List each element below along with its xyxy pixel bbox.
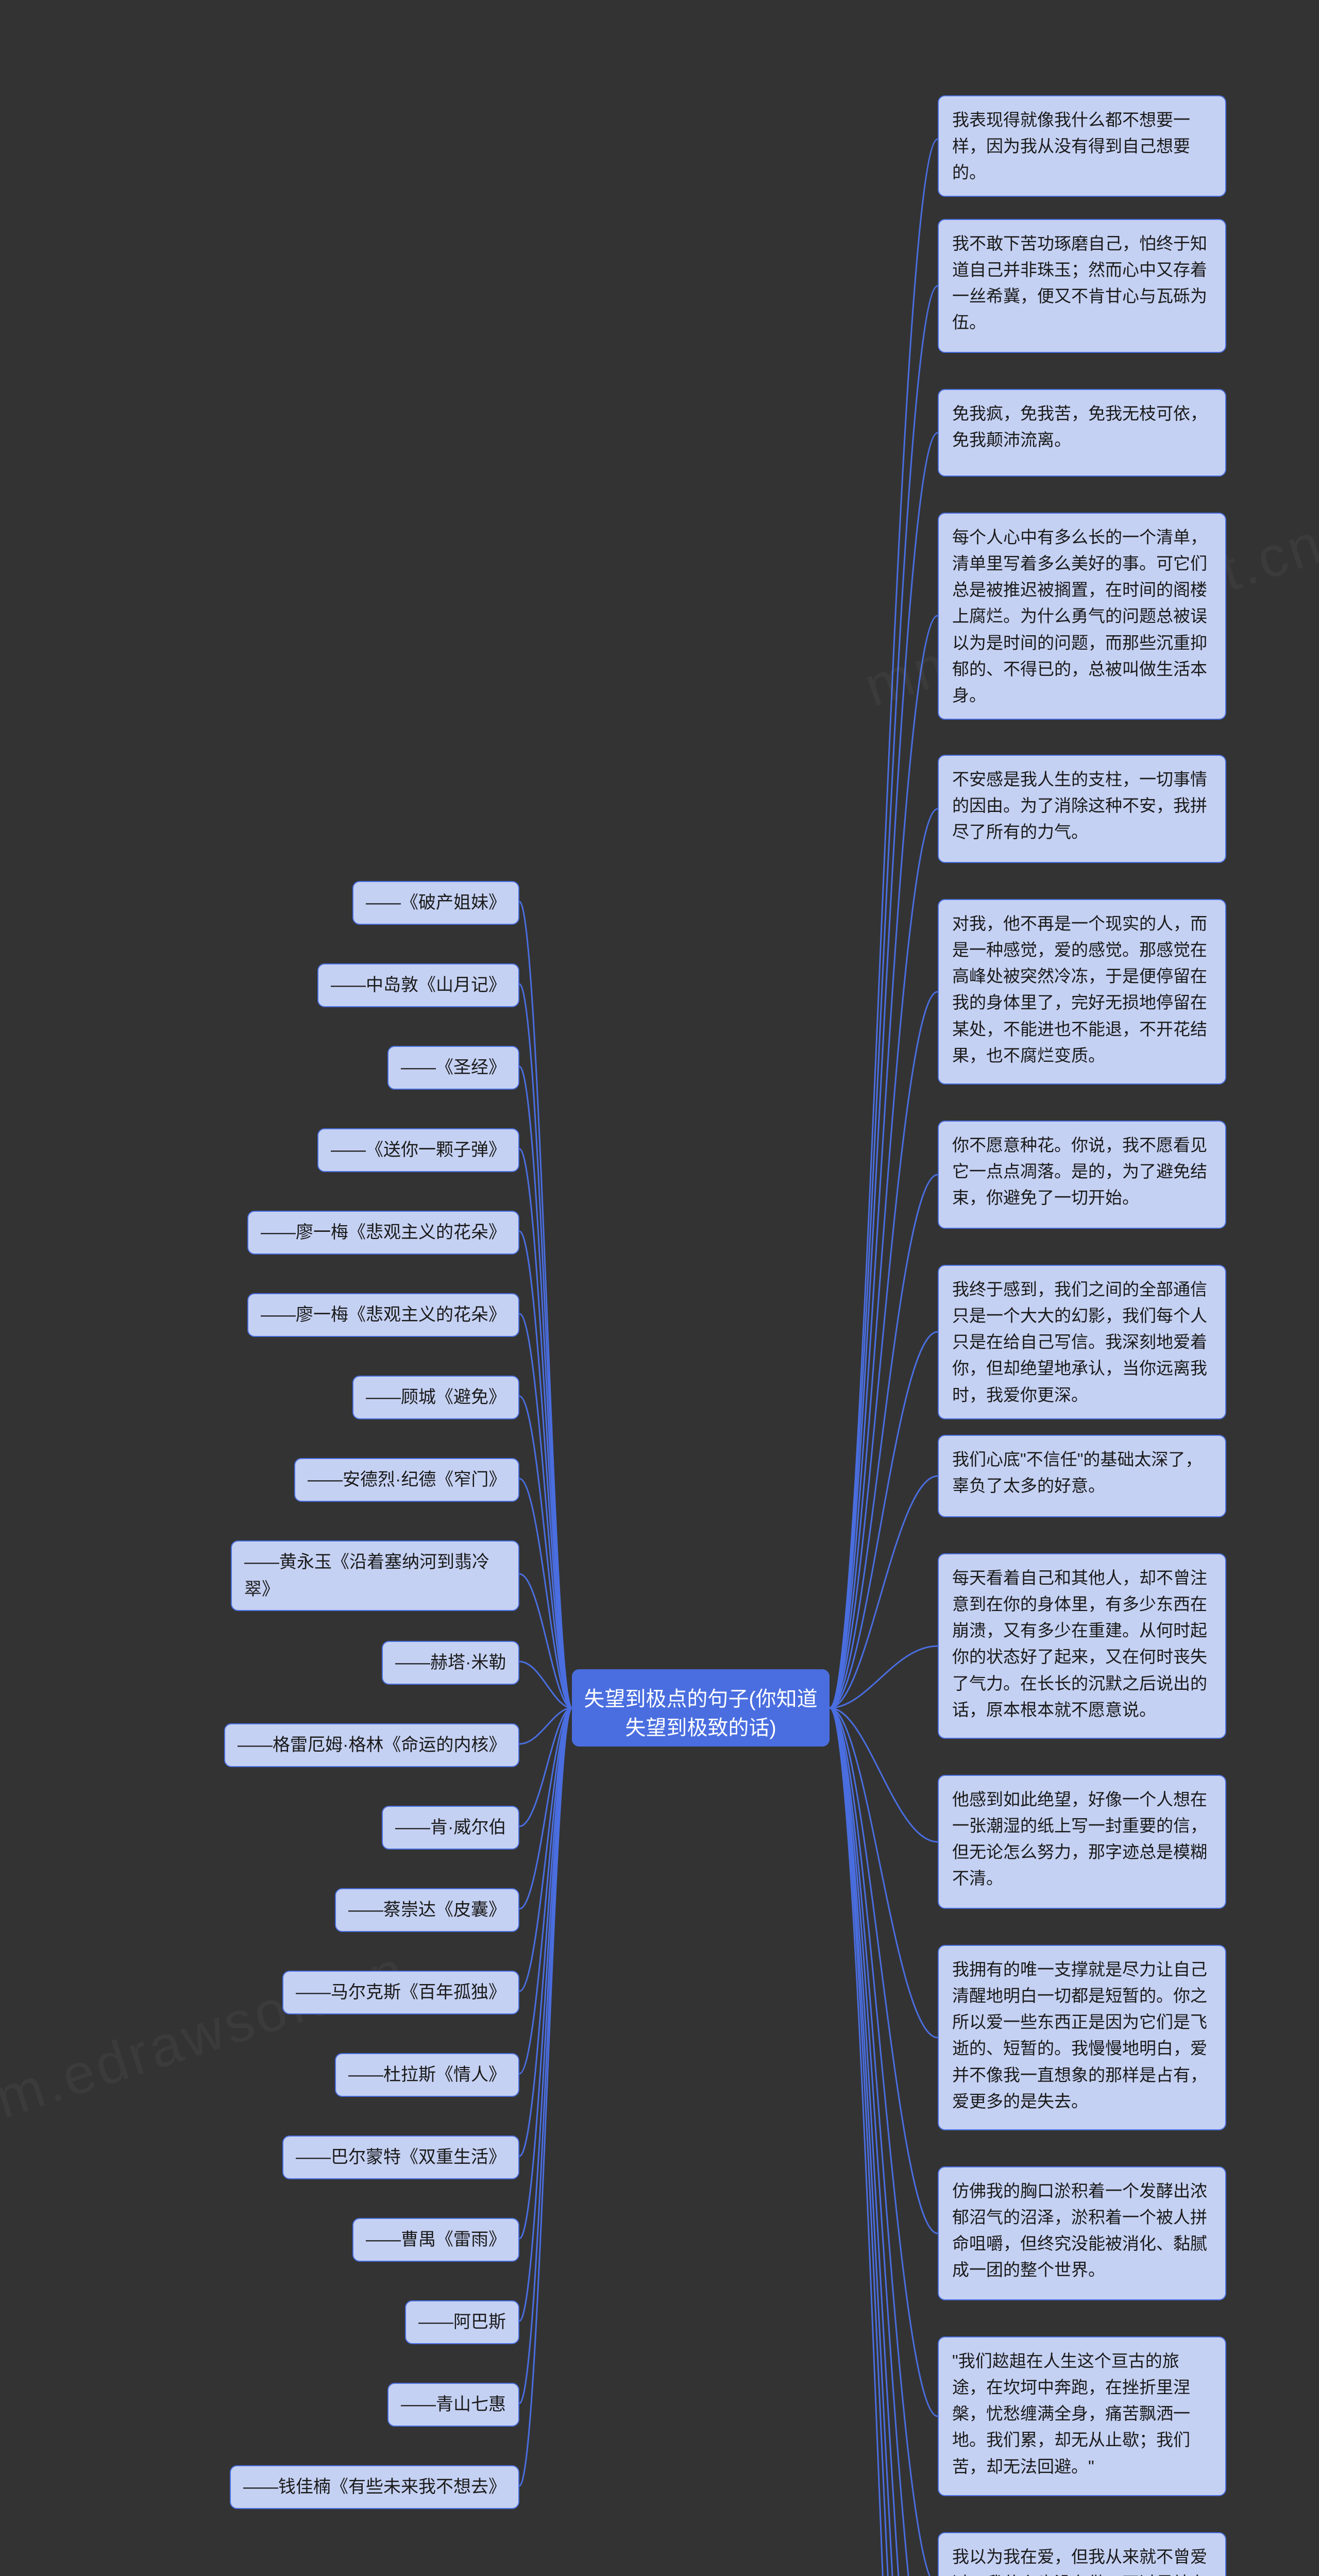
edge — [519, 1708, 572, 1744]
right-node[interactable]: 仿佛我的胸口淤积着一个发酵出浓郁沼气的沼泽，淤积着一个被人拼命咀嚼，但终究没能被… — [938, 2166, 1226, 2300]
right-node[interactable]: 每天看着自己和其他人，却不曾注意到在你的身体里，有多少东西在崩溃，又有多少在重建… — [938, 1553, 1226, 1739]
edge — [830, 1708, 938, 2576]
edge — [519, 1231, 572, 1708]
right-node[interactable]: 我终于感到，我们之间的全部通信只是一个大大的幻影，我们每个人只是在给自己写信。我… — [938, 1265, 1226, 1419]
left-node[interactable]: ——《破产姐妹》 — [352, 881, 519, 925]
right-node[interactable]: 他感到如此绝望，好像一个人想在一张潮湿的纸上写一封重要的信，但无论怎么努力，那字… — [938, 1775, 1226, 1909]
left-node[interactable]: ——中岛敦《山月记》 — [317, 963, 519, 1007]
left-node[interactable]: ——赫塔·米勒 — [382, 1641, 519, 1685]
right-node[interactable]: "我们趑趄在人生这个亘古的旅途，在坎坷中奔跑，在挫折里涅槃，忧愁缠满全身，痛苦飘… — [938, 2336, 1226, 2496]
right-node[interactable]: 对我，他不再是一个现实的人，而是一种感觉，爱的感觉。那感觉在高峰处被突然冷冻，于… — [938, 899, 1226, 1084]
edge — [519, 1396, 572, 1708]
left-node[interactable]: ——杜拉斯《情人》 — [335, 2053, 519, 2097]
edge — [519, 1708, 572, 2403]
edge — [830, 1708, 938, 2576]
edge — [830, 1708, 938, 2233]
mindmap-canvas: mm.edrawsoft.cnmm.edrawsoft.cnmm.edrawso… — [0, 0, 1319, 2576]
root-title-line: 失望到极点的句子(你知道 — [583, 1685, 818, 1714]
edge — [830, 1708, 938, 2576]
edge — [519, 1708, 572, 1826]
edge — [830, 286, 938, 1708]
edge — [830, 809, 938, 1708]
edge — [519, 1708, 572, 2156]
edge — [519, 1708, 572, 1991]
left-node[interactable]: ——青山七惠 — [387, 2383, 519, 2427]
left-node[interactable]: ——巴尔蒙特《双重生活》 — [282, 2136, 519, 2179]
edge — [519, 1708, 572, 2486]
edge — [519, 1662, 572, 1708]
edge — [830, 1708, 938, 2416]
left-node[interactable]: ——格雷厄姆·格林《命运的内核》 — [224, 1723, 519, 1767]
left-node[interactable]: ——曹禺《雷雨》 — [352, 2218, 519, 2262]
edge — [830, 992, 938, 1708]
watermark: mm.edrawsoft.cn — [0, 1937, 414, 2147]
left-node[interactable]: ——阿巴斯 — [405, 2300, 519, 2344]
edge — [830, 616, 938, 1708]
left-node[interactable]: ——马尔克斯《百年孤独》 — [282, 1971, 519, 2014]
left-node[interactable]: ——钱佳楠《有些未来我不想去》 — [230, 2465, 519, 2509]
edge — [830, 433, 938, 1708]
edge — [830, 1708, 938, 2576]
edge — [519, 902, 572, 1708]
right-node[interactable]: 每个人心中有多么长的一个清单，清单里写着多么美好的事。可它们总是被推迟被搁置，在… — [938, 513, 1226, 720]
edge — [830, 1332, 938, 1708]
right-node[interactable]: 我拥有的唯一支撑就是尽力让自己清醒地明白一切都是短暂的。你之所以爱一些东西正是因… — [938, 1945, 1226, 2130]
edge — [830, 1708, 938, 2576]
right-node[interactable]: 免我疯，免我苦，免我无枝可依，免我颠沛流离。 — [938, 389, 1226, 477]
left-node[interactable]: ——《送你一颗子弹》 — [317, 1128, 519, 1172]
right-node[interactable]: 不安感是我人生的支柱，一切事情的因由。为了消除这种不安，我拼尽了所有的力气。 — [938, 755, 1226, 863]
edge — [830, 139, 938, 1708]
right-node[interactable]: 我以为我在爱，但我从来就不曾爱过。我什么也没有做，不过是站在那紧闭的门前等待罢了… — [938, 2532, 1226, 2576]
edge — [519, 1708, 572, 2074]
edge — [519, 1574, 572, 1708]
edge — [830, 1708, 938, 1842]
right-node[interactable]: 我表现得就像我什么都不想要一样，因为我从没有得到自己想要的。 — [938, 95, 1226, 197]
left-node[interactable]: ——肯·威尔伯 — [382, 1806, 519, 1850]
left-node[interactable]: ——蔡崇达《皮囊》 — [335, 1888, 519, 1932]
edge — [519, 1149, 572, 1708]
left-node[interactable]: ——黄永玉《沿着塞纳河到翡冷翠》 — [231, 1540, 519, 1611]
right-node[interactable]: 你不愿意种花。你说，我不愿看见它一点点凋落。是的，为了避免结束，你避免了一切开始… — [938, 1121, 1226, 1229]
edge — [519, 1708, 572, 2321]
edge — [519, 1708, 572, 2239]
right-node[interactable]: 我不敢下苦功琢磨自己，怕终于知道自己并非珠玉；然而心中又存着一丝希冀，便又不肯甘… — [938, 219, 1226, 353]
left-node[interactable]: ——廖一梅《悲观主义的花朵》 — [247, 1211, 519, 1255]
root-node[interactable]: 失望到极点的句子(你知道失望到极致的话) — [572, 1669, 830, 1747]
edge — [519, 1708, 572, 1909]
edge — [519, 1314, 572, 1708]
right-node[interactable]: 我们心底"不信任"的基础太深了，辜负了太多的好意。 — [938, 1435, 1226, 1517]
edge — [830, 1708, 938, 2038]
left-node[interactable]: ——廖一梅《悲观主义的花朵》 — [247, 1293, 519, 1337]
edge — [830, 1175, 938, 1708]
left-node[interactable]: ——顾城《避免》 — [352, 1376, 519, 1419]
left-node[interactable]: ——《圣经》 — [387, 1046, 519, 1090]
root-title-line: 失望到极致的话) — [583, 1714, 818, 1742]
edge — [519, 984, 572, 1708]
edge — [519, 1479, 572, 1708]
edge — [830, 1646, 938, 1708]
left-node[interactable]: ——安德烈·纪德《窄门》 — [294, 1458, 519, 1502]
edge — [830, 1708, 938, 2576]
edge — [830, 1476, 938, 1708]
edge — [519, 1066, 572, 1708]
